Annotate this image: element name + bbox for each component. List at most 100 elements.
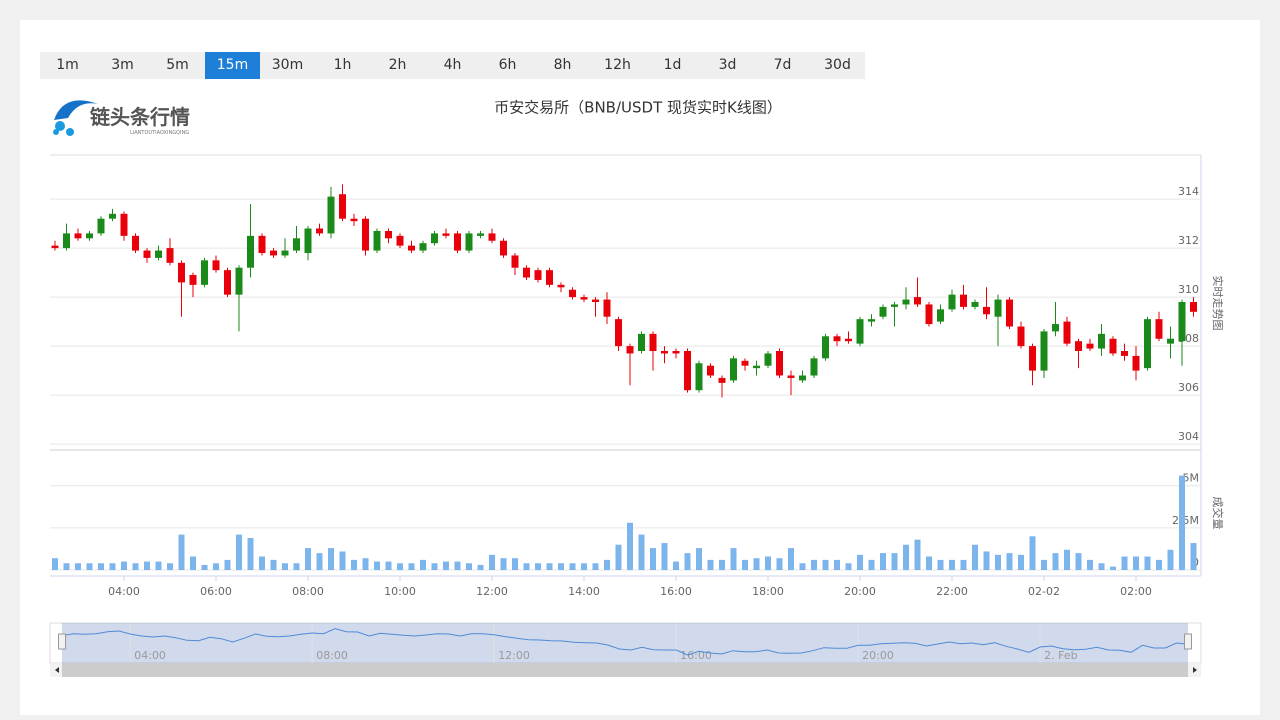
candle-body — [132, 235, 139, 251]
volume-bar — [983, 551, 990, 570]
volume-bar — [190, 556, 196, 570]
candle-body — [557, 284, 565, 288]
candle-body — [419, 243, 427, 251]
scrollbar-arrow — [55, 667, 59, 673]
navigator-handle[interactable] — [1184, 633, 1192, 650]
volume-bar — [604, 559, 610, 570]
interval-button[interactable]: 3m — [111, 57, 134, 73]
candle-body — [569, 289, 576, 298]
volume-bar — [1018, 554, 1024, 570]
interval-button[interactable]: 5m — [166, 57, 189, 73]
volume-bar — [443, 561, 449, 570]
candle-body — [948, 294, 956, 310]
candle-body — [396, 235, 404, 246]
candle-body — [488, 233, 496, 241]
volume-bar — [236, 534, 242, 570]
candle-body — [247, 235, 254, 268]
interval-button[interactable]: 3d — [718, 57, 737, 73]
y-tick-label: 312 — [1178, 234, 1199, 247]
volume-bar — [316, 553, 323, 570]
candle-body — [902, 299, 910, 305]
candle-body — [350, 218, 358, 222]
interval-button[interactable]: 6h — [498, 57, 517, 73]
volume-bar — [661, 543, 668, 570]
x-tick-label: 02-02 — [1028, 585, 1060, 598]
logo-dot — [55, 121, 65, 131]
interval-button[interactable]: 7d — [773, 57, 792, 73]
x-tick-label: 04:00 — [108, 585, 140, 598]
candle-body — [224, 270, 231, 295]
volume-bar — [742, 559, 748, 570]
volume-bar — [569, 563, 576, 570]
volume-bar — [880, 553, 886, 570]
candle-body — [201, 260, 208, 285]
candle-body — [753, 365, 760, 369]
volume-bar — [374, 561, 380, 570]
candle-body — [1040, 331, 1048, 371]
candle-body — [1109, 338, 1117, 354]
volume-bar — [1144, 556, 1151, 570]
interval-button[interactable]: 1m — [56, 57, 79, 73]
interval-button[interactable]: 4h — [443, 57, 462, 73]
candle-body — [1098, 333, 1105, 349]
interval-button[interactable]: 30d — [824, 57, 851, 73]
volume-bar — [339, 551, 346, 570]
interval-button[interactable]: 30m — [271, 57, 304, 73]
x-tick-label: 02:00 — [1120, 585, 1152, 598]
interval-button[interactable]: 1d — [663, 57, 682, 73]
candle-body — [810, 358, 818, 376]
candle-body — [626, 346, 634, 354]
x-tick-label: 18:00 — [752, 585, 784, 598]
interval-button[interactable]: 15m — [205, 52, 260, 79]
interval-button[interactable]: 8h — [553, 57, 572, 73]
volume-bar — [627, 522, 633, 570]
volume-bar — [558, 563, 564, 570]
volume-tick-label: 5M — [1183, 472, 1200, 485]
volume-bar — [1006, 553, 1013, 570]
interval-button[interactable]: 2h — [388, 57, 407, 73]
volume-bar — [891, 553, 898, 570]
navigator-handle[interactable] — [58, 633, 66, 650]
volume-bar — [466, 563, 472, 570]
candle-body — [408, 245, 415, 251]
volume-bar — [926, 556, 932, 570]
volume-bar — [1075, 553, 1082, 570]
candle-body — [1017, 326, 1025, 347]
candle-body — [592, 299, 599, 302]
volume-bar — [811, 559, 817, 570]
volume-bar — [1121, 556, 1128, 570]
volume-bar — [650, 548, 656, 570]
candle-body — [51, 245, 59, 249]
candle-body — [166, 248, 174, 263]
interval-button[interactable]: 12h — [604, 57, 631, 73]
volume-bar — [684, 553, 691, 570]
candle-body — [937, 309, 944, 322]
volume-bar — [765, 556, 771, 570]
scrollbar-thumb[interactable] — [62, 663, 1188, 677]
volume-bar — [431, 563, 438, 570]
x-tick-label: 10:00 — [384, 585, 416, 598]
volume-bar — [788, 548, 794, 570]
volume-bar — [1110, 566, 1116, 570]
candle-body — [603, 299, 611, 317]
volume-bar — [1179, 475, 1185, 570]
volume-bar — [63, 563, 70, 570]
candle-body — [799, 375, 806, 381]
volume-bar — [224, 559, 231, 570]
interval-button[interactable]: 1h — [333, 57, 352, 73]
candle-body — [97, 218, 105, 234]
volume-axis-title: 成交量 — [1211, 497, 1225, 530]
volume-bar — [385, 561, 392, 570]
volume-bar — [167, 563, 173, 570]
candle-body — [270, 250, 277, 256]
volume-bar — [98, 563, 104, 570]
volume-bar — [799, 563, 806, 570]
candle-body — [362, 218, 369, 251]
volume-bar — [1052, 553, 1059, 570]
candle-body — [373, 230, 381, 251]
volume-bar — [1190, 543, 1197, 570]
volume-bar — [86, 563, 93, 570]
volume-bar — [535, 563, 541, 570]
candle-body — [845, 338, 852, 342]
